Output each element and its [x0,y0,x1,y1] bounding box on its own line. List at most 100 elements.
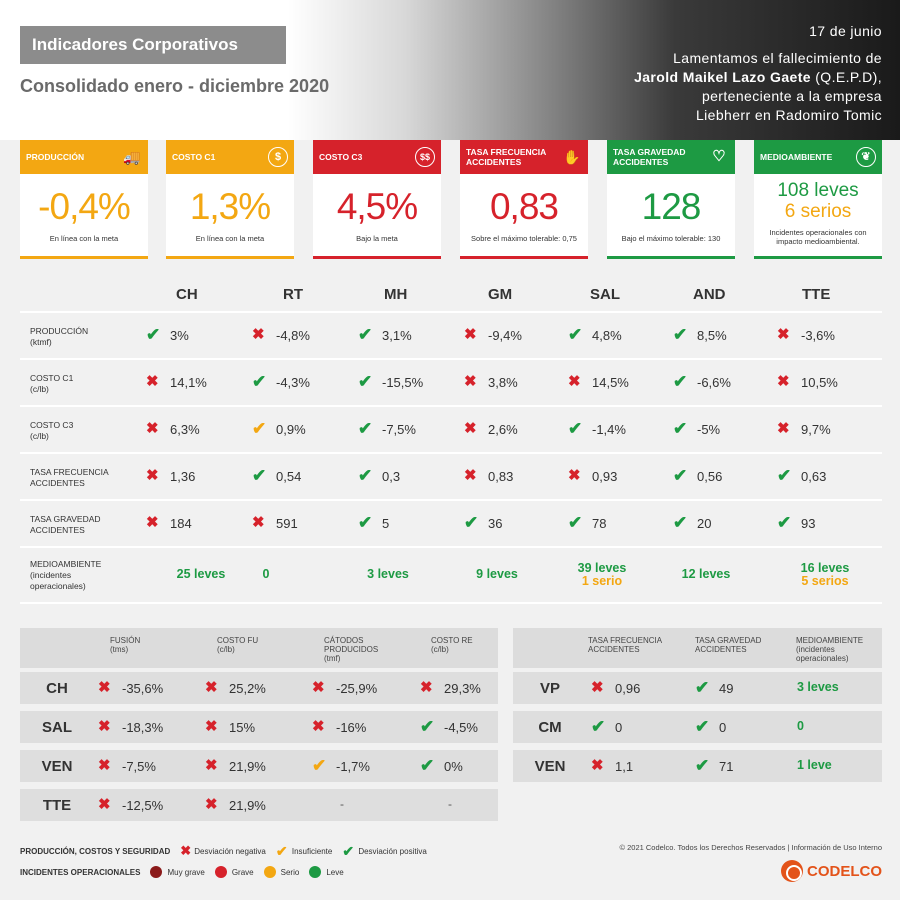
table-cell: ✖ 184 [146,515,192,531]
cell-value: -7,5% [382,421,416,437]
header-line: TASA FRECUENCIA [588,636,663,645]
check-icon: ✔ [591,717,606,736]
table-cell: ✖ 9,7% [777,421,831,437]
env-leves: 16 leves [800,561,850,575]
row-label: TASA GRAVEDAD ACCIDENTES [30,514,101,536]
card-value: 4,5% [336,186,418,227]
legend-text: Muy grave [167,867,205,877]
safety-row: VP ✖ 0,96 ✔ 49 3 leves [513,672,882,704]
cell-value: 0% [444,758,463,774]
env-cell: 25 leves [151,568,251,581]
header-fusion: FUSIÓN (tms) [110,636,140,654]
env-leves: 0 [262,567,270,581]
env-cell: 12 leves [656,568,756,581]
row-label-line: operacionales) [30,581,86,591]
cross-icon: ✖ [205,757,218,774]
table-cell: ✔ 3% [146,325,189,344]
cross-icon: ✖ [464,467,477,484]
legend-text: Desviación positiva [358,846,427,856]
legend-text: Grave [231,867,254,877]
notice-line-2: Jarold Maikel Lazo Gaete (Q.E.P.D), [634,68,882,87]
header-line: FUSIÓN [110,636,141,645]
row-label-line: (c/lb) [30,384,49,394]
bandaged-hand-icon: ✋ [563,149,581,165]
table-cell: ✖ -9,4% [464,327,522,343]
cell-value: 3,1% [382,327,412,343]
check-icon: ✔ [420,756,435,775]
cross-icon: ✖ [568,373,581,390]
card-note: En línea con la meta [49,234,119,243]
cross-icon: ✖ [777,326,790,343]
row-label: PRODUCCIÓN (ktmf) [30,326,88,348]
codelco-logo: CODELCO [781,860,882,882]
env-leves: 12 leves [681,567,731,581]
check-icon: ✔ [146,325,161,344]
cross-icon: ✖ [568,467,581,484]
table-cell: ✔ 4,8% [568,326,622,343]
table-cell: ✔ -1,7% [312,757,370,774]
card-header: COSTO C1 $ [166,140,294,174]
env-leves: 25 leves [176,567,226,581]
card-label: PRODUCCIÓN [26,152,85,162]
card-header: MEDIOAMBIENTE ❦ [754,140,882,174]
header-catodos: CÁTODOS PRODUCIDOS (tmf) [324,636,378,663]
table-cell: ✖ 1,1 [591,758,633,774]
card-label: MEDIOAMBIENTE [760,152,833,162]
smelter-row: TTE ✖ -12,5% ✖ 21,9% - - [20,789,498,821]
table-cell: ✔ 71 [695,756,733,775]
legend-item-muy-grave: Muy grave [150,866,205,878]
check-icon: ✔ [673,419,688,438]
table-cell: ✔ 20 [673,513,711,532]
header-costo-fu: COSTO FU (c/lb) [217,636,258,654]
env-cell: 16 leves 5 serios [775,562,875,588]
card-header: COSTO C3 $$ [313,140,441,174]
cross-icon: ✖ [312,718,325,735]
cell-value: 0,56 [697,468,723,484]
header-line: (tmf) [324,654,341,663]
table-cell: ✖ 591 [252,515,298,531]
table-cell: ✖ 0,93 [568,468,617,484]
cell-value: -25,9% [336,680,378,696]
cross-icon: ✖ [98,679,111,696]
cross-icon: ✖ [205,718,218,735]
table-row: TASA GRAVEDAD ACCIDENTES ✖ 184 ✖ 591 ✔ 5 ✔ 36 ✔ 78 ✔… [20,501,882,548]
dollar-coin-icon: $ [268,147,288,167]
divider [20,311,882,313]
table-cell: ✔ 93 [777,514,815,531]
check-icon: ✔ [695,717,710,736]
header-line: operacionales) [796,654,849,663]
check-icon: ✔ [673,513,688,532]
card-note: Bajo el máximo tolerable: 130 [621,234,721,243]
cell-value: -18,3% [122,719,164,735]
table-cell: ✖ 0,83 [464,468,513,484]
row-label: TASA FRECUENCIA ACCIDENTES [30,467,109,489]
cell-value: -3,6% [801,327,835,343]
row-name: VEN [534,758,566,775]
header-line: ACCIDENTES [588,645,640,654]
table-cell: ✔ 3,1% [358,326,412,343]
smelter-row: SAL ✖ -18,3% ✖ 15% ✖ -16% ✔ -4,5% [20,711,498,743]
row-name: VEN [41,758,73,775]
cross-icon: ✖ [146,467,159,484]
table-cell: ✔ 0 [591,717,622,736]
cell-value: 21,9% [229,758,266,774]
page-title: Indicadores Corporativos [20,26,286,64]
legend-incidents: INCIDENTES OPERACIONALES Muy grave Grave… [20,866,354,878]
cross-icon: ✖ [777,420,790,437]
card-value: 128 [641,186,702,227]
table-cell: ✔ 0,9% [252,420,306,437]
row-name: SAL [42,719,72,736]
table-cell: ✔ -4,5% [420,718,478,735]
cell-value: 0,3 [382,468,401,484]
table-cell: ✖ -25,9% [312,680,377,696]
table-cell: ✔ -6,6% [673,373,731,390]
card-label: COSTO C3 [319,152,363,162]
table-cell: ✖ 0,96 [591,680,640,696]
cell-value: 49 [719,680,734,696]
logo-text: CODELCO [807,862,882,880]
env-cell: 3 leves [338,568,438,581]
check-icon: ✔ [695,756,710,775]
header-line: (incidentes [796,645,835,654]
header-tasa-gravedad: TASA GRAVEDAD ACCIDENTES [695,636,761,654]
card-header: TASA GRAVEDAD ACCIDENTES ♡ [607,140,735,174]
